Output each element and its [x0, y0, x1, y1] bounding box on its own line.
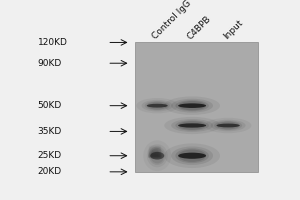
Ellipse shape	[164, 96, 220, 115]
Ellipse shape	[176, 120, 209, 131]
Ellipse shape	[148, 152, 162, 155]
Ellipse shape	[164, 143, 220, 168]
Ellipse shape	[136, 98, 178, 113]
Ellipse shape	[148, 150, 161, 153]
Ellipse shape	[148, 148, 161, 151]
Text: 20KD: 20KD	[38, 167, 62, 176]
Text: 50KD: 50KD	[38, 101, 62, 110]
Ellipse shape	[171, 99, 213, 113]
Text: 25KD: 25KD	[38, 151, 62, 160]
Ellipse shape	[178, 121, 206, 130]
Ellipse shape	[205, 118, 251, 133]
Ellipse shape	[148, 149, 161, 152]
Ellipse shape	[147, 104, 168, 108]
Text: 120KD: 120KD	[38, 38, 68, 47]
Ellipse shape	[217, 124, 240, 127]
Ellipse shape	[178, 101, 206, 110]
Ellipse shape	[176, 100, 209, 111]
Text: 35KD: 35KD	[38, 127, 62, 136]
Ellipse shape	[150, 148, 164, 163]
Ellipse shape	[214, 121, 242, 130]
Ellipse shape	[176, 148, 209, 163]
Ellipse shape	[178, 153, 206, 159]
Ellipse shape	[147, 102, 168, 110]
Ellipse shape	[148, 147, 161, 150]
Ellipse shape	[217, 122, 240, 129]
Ellipse shape	[171, 146, 213, 165]
Text: Input: Input	[222, 18, 245, 41]
Ellipse shape	[178, 103, 206, 108]
Text: Control IgG: Control IgG	[151, 0, 193, 41]
Ellipse shape	[148, 153, 162, 156]
Ellipse shape	[148, 156, 162, 159]
Ellipse shape	[147, 144, 168, 167]
Ellipse shape	[178, 123, 206, 128]
Ellipse shape	[148, 155, 162, 158]
Ellipse shape	[150, 152, 164, 160]
Ellipse shape	[164, 117, 220, 134]
Ellipse shape	[142, 100, 173, 111]
Ellipse shape	[148, 154, 162, 157]
Bar	[135, 42, 258, 172]
Ellipse shape	[149, 146, 166, 165]
Ellipse shape	[178, 150, 206, 162]
Ellipse shape	[145, 101, 170, 110]
Ellipse shape	[171, 119, 213, 132]
Text: C4BPB: C4BPB	[186, 14, 213, 41]
Ellipse shape	[211, 120, 246, 131]
Ellipse shape	[148, 151, 162, 154]
Text: 90KD: 90KD	[38, 59, 62, 68]
